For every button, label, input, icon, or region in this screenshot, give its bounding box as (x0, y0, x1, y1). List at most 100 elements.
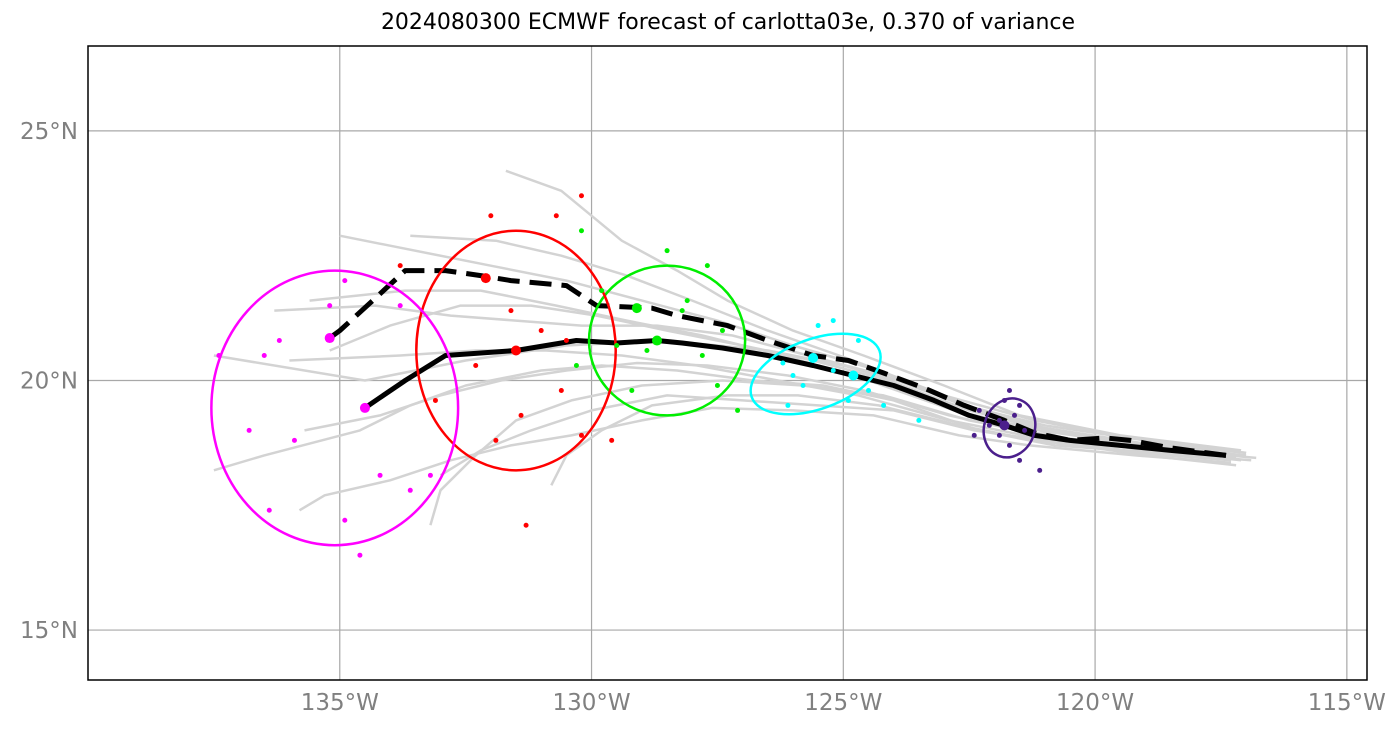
uncertainty-ellipse (210, 269, 460, 547)
member-point (1017, 457, 1023, 463)
member-point (1037, 467, 1043, 473)
member-point (538, 328, 544, 334)
member-point (553, 213, 559, 219)
member-point (563, 338, 569, 344)
member-point (427, 472, 433, 478)
member-point (704, 263, 710, 269)
member-point (578, 193, 584, 199)
mean-track (363, 338, 1227, 458)
member-point (599, 288, 605, 294)
ensemble-track (339, 234, 1247, 455)
member-point (609, 437, 615, 443)
member-point (1017, 402, 1023, 408)
member-point (855, 338, 861, 344)
member-point (432, 397, 438, 403)
ensemble-track (505, 169, 1242, 452)
member-point (780, 360, 786, 366)
member-point (246, 427, 252, 433)
member-point (971, 432, 977, 438)
uncertainty-ellipse (587, 264, 747, 417)
uncertainty-ellipse (982, 397, 1037, 459)
member-point (518, 412, 524, 418)
member-point (800, 382, 806, 388)
member-point (735, 407, 741, 413)
member-point (614, 343, 620, 349)
control-track (328, 268, 1227, 458)
member-point (830, 367, 836, 373)
member-point (830, 318, 836, 324)
member-point (664, 248, 670, 254)
member-point (473, 362, 479, 368)
member-point (261, 353, 267, 359)
x-tick-label: 115°W (1308, 690, 1386, 716)
y-tick-label: 15°N (20, 618, 78, 644)
mean-position-point (480, 273, 491, 284)
member-point (644, 348, 650, 354)
mean-position-point (808, 353, 819, 364)
mean-position-point (324, 333, 335, 344)
member-point (1022, 427, 1028, 433)
member-point (1012, 412, 1018, 418)
plot-frame (87, 45, 1368, 681)
ensemble-track (329, 304, 1237, 457)
member-point (1006, 387, 1012, 393)
member-point (342, 517, 348, 523)
member-point (629, 387, 635, 393)
member-point (719, 328, 725, 334)
member-point (785, 402, 791, 408)
member-point (508, 308, 514, 314)
member-point (790, 372, 796, 378)
member-point (699, 353, 705, 359)
uncertainty-ellipse (749, 332, 882, 416)
member-point (881, 402, 887, 408)
chart-title: 2024080300 ECMWF forecast of carlotta03e… (380, 10, 1076, 35)
member-point (488, 213, 494, 219)
member-point (407, 487, 413, 493)
member-point (377, 472, 383, 478)
member-point (714, 382, 720, 388)
x-tick-label: 125°W (804, 690, 882, 716)
member-point (996, 432, 1002, 438)
member-point (976, 407, 982, 413)
member-point (986, 422, 992, 428)
mean-track-layer (328, 268, 1227, 458)
member-point (291, 437, 297, 443)
member-point (578, 432, 584, 438)
y-tick-label: 20°N (20, 368, 78, 394)
member-point (558, 387, 564, 393)
member-point (865, 387, 871, 393)
x-tick-label: 120°W (1056, 690, 1134, 716)
member-point (578, 228, 584, 234)
mean-position-point (652, 335, 663, 346)
member-point (327, 303, 333, 309)
mean-position-point (511, 345, 522, 356)
member-points-layer (216, 193, 1043, 558)
member-point (397, 303, 403, 309)
mean-position-point (848, 370, 859, 381)
member-point (573, 362, 579, 368)
member-point (276, 338, 282, 344)
mean-position-point (999, 420, 1010, 431)
ellipse-layer (210, 229, 1037, 547)
member-point (1001, 397, 1007, 403)
x-tick-label: 130°W (552, 690, 630, 716)
member-point (845, 397, 851, 403)
member-point (523, 522, 529, 528)
mean-position-point (359, 402, 370, 413)
member-point (916, 417, 922, 423)
member-point (216, 353, 222, 359)
ensemble-track (410, 234, 1227, 452)
member-point (684, 298, 690, 304)
member-point (1006, 442, 1012, 448)
grid-layer (88, 46, 1367, 680)
member-point (493, 437, 499, 443)
member-point (342, 278, 348, 284)
x-tick-label: 135°W (301, 690, 379, 716)
member-point (397, 263, 403, 269)
uncertainty-ellipse (415, 229, 617, 472)
member-point (679, 308, 685, 314)
ensemble-track (550, 394, 1232, 486)
member-point (357, 552, 363, 558)
mean-position-point (631, 303, 642, 314)
